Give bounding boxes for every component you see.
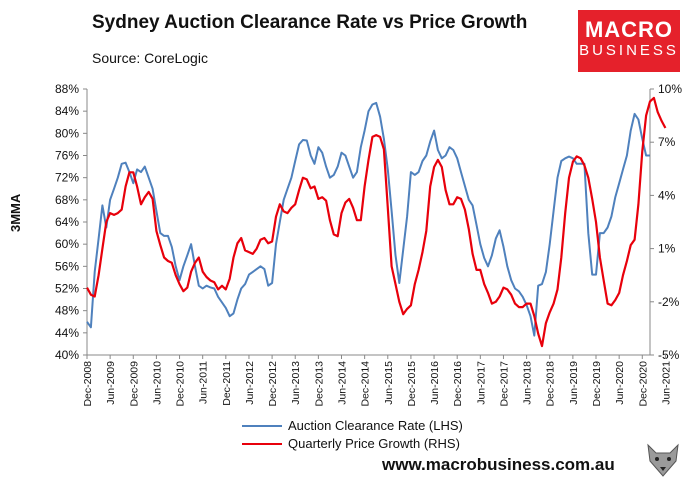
chart-source: Source: CoreLogic [92,50,208,66]
x-tick-label: Dec-2018 [545,361,557,407]
left-tick-label: 40% [55,348,79,362]
legend-item-clearance-rate: Auction Clearance Rate (LHS) [242,417,463,435]
legend-swatch-blue [242,425,282,427]
left-tick-label: 76% [55,149,79,163]
right-tick-label: -5% [658,348,680,362]
left-tick-label: 60% [55,237,79,251]
right-tick-label: 4% [658,188,676,202]
right-tick-label: 7% [658,135,676,149]
left-tick-label: 88% [55,82,79,96]
x-tick-label: Jun-2013 [290,361,302,405]
x-tick-label: Dec-2013 [313,361,325,407]
x-tick-label: Jun-2019 [568,361,580,405]
x-tick-label: Dec-2011 [221,361,233,406]
x-tick-label: Dec-2014 [360,361,372,407]
left-tick-label: 72% [55,171,79,185]
x-tick-label: Dec-2019 [591,361,603,407]
logo-line-2: BUSINESS [579,42,679,59]
website-url: www.macrobusiness.com.au [382,455,615,474]
x-tick-label: Jun-2021 [660,361,672,405]
left-tick-label: 80% [55,126,79,140]
left-tick-label: 48% [55,304,79,318]
x-tick-label: Dec-2009 [128,361,140,407]
x-tick-label: Jun-2011 [198,361,210,404]
left-tick-label: 52% [55,282,79,296]
chart-legend: Auction Clearance Rate (LHS) Quarterly P… [242,417,463,453]
logo-line-1: MACRO [584,17,674,42]
series-line-clearance-rate [86,101,650,337]
x-tick-label: Dec-2017 [498,361,510,407]
left-tick-label: 84% [55,104,79,118]
x-tick-label: Jun-2014 [337,361,349,405]
x-tick-label: Dec-2012 [267,361,279,407]
right-tick-label: 10% [658,82,682,96]
x-tick-label: Jun-2017 [475,361,487,405]
x-tick-label: Jun-2018 [522,361,534,405]
legend-label-clearance-rate: Auction Clearance Rate (LHS) [288,418,463,433]
chart-title: Sydney Auction Clearance Rate vs Price G… [92,12,528,33]
x-tick-label: Dec-2010 [175,361,187,407]
right-tick-label: 1% [658,242,676,256]
x-tick-label: Jun-2020 [614,361,626,405]
wolf-logo-icon [647,443,679,477]
series-line-price-growth [86,96,667,348]
legend-label-price-growth: Quarterly Price Growth (RHS) [288,436,460,451]
x-tick-label: Dec-2020 [637,361,649,407]
x-tick-label: Jun-2016 [429,361,441,405]
x-tick-label: Jun-2012 [244,361,256,405]
x-tick-label: Dec-2008 [82,361,94,407]
left-tick-label: 56% [55,259,79,273]
x-tick-label: Jun-2010 [151,361,163,405]
left-tick-label: 44% [55,326,79,340]
legend-item-price-growth: Quarterly Price Growth (RHS) [242,435,463,453]
x-tick-label: Dec-2015 [406,361,418,407]
right-tick-label: -2% [658,295,680,309]
macrobusiness-logo: MACRO BUSINESS [578,10,680,72]
legend-swatch-red [242,443,282,445]
x-tick-label: Dec-2016 [452,361,464,407]
left-tick-label: 68% [55,193,79,207]
x-tick-label: Jun-2015 [383,361,395,405]
x-tick-label: Jun-2009 [105,361,117,405]
left-tick-label: 64% [55,215,79,229]
